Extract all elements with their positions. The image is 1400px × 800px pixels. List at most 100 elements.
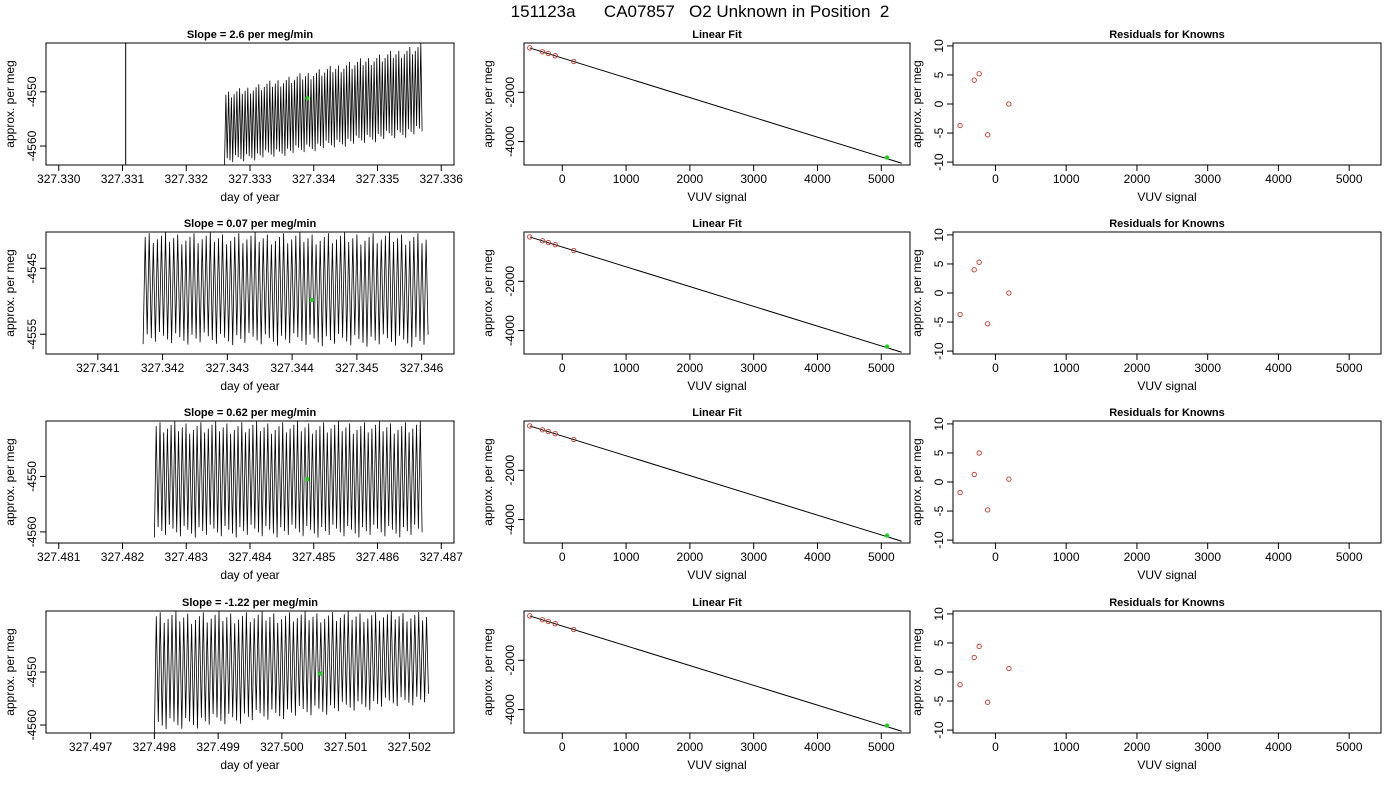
y-axis-label: approx. per meg xyxy=(3,249,17,336)
x-tick-label: 5000 xyxy=(1336,550,1363,564)
x-tick-label: 327.501 xyxy=(324,740,368,754)
y-tick-label: 10 xyxy=(932,417,946,431)
x-tick-label: 1000 xyxy=(1053,740,1080,754)
panel-title: Slope = 2.6 per meg/min xyxy=(187,29,314,41)
x-tick-label: 4000 xyxy=(804,550,831,564)
x-axis-label: VUV signal xyxy=(1137,379,1196,393)
x-tick-label: 327.485 xyxy=(292,550,336,564)
known-point xyxy=(545,428,551,435)
residual-point xyxy=(971,654,977,661)
panel-fit-row-4: Linear Fit VUV signal approx. per meg 0 1000… xyxy=(481,597,911,772)
y-tick-label: -4560 xyxy=(25,516,39,547)
y-tick-label: 5 xyxy=(932,639,946,646)
y-tick-label: 5 xyxy=(932,71,946,78)
panel-trace-row-2: Slope = 0.07 per meg/min day of year appro… xyxy=(3,218,455,393)
x-tick-label: 2000 xyxy=(1124,740,1151,754)
data-layer xyxy=(125,43,423,165)
panel-title: Linear Fit xyxy=(692,407,742,419)
plot-frame xyxy=(45,231,455,355)
x-tick-label: 4000 xyxy=(1265,172,1292,186)
known-point xyxy=(552,53,558,59)
x-tick-label: 327.498 xyxy=(133,740,177,754)
x-tick-label: 1000 xyxy=(1053,361,1080,375)
residual-point xyxy=(985,699,991,705)
residual-point xyxy=(985,132,991,138)
x-tick-label: 4000 xyxy=(804,172,831,186)
y-axis-label: approx. per meg xyxy=(481,60,495,147)
x-tick-label: 327.346 xyxy=(400,361,444,375)
fit-line xyxy=(529,425,902,542)
signal-trace xyxy=(224,43,423,165)
y-tick-label: -4560 xyxy=(25,130,39,161)
residual-point xyxy=(971,267,977,273)
y-tick-label: -2000 xyxy=(503,77,517,108)
x-tick-label: 4000 xyxy=(1265,740,1292,754)
residual-point xyxy=(1006,476,1012,482)
y-tick-label: 0 xyxy=(932,289,946,296)
panel-residuals-row-2: Residuals for Knowns VUV signal approx. pe… xyxy=(910,218,1382,393)
x-axis-label: day of year xyxy=(220,379,279,393)
panel-title: Residuals for Knowns xyxy=(1109,218,1225,230)
y-axis-label: approx. per meg xyxy=(910,60,924,147)
x-tick-label: 0 xyxy=(559,740,566,754)
y-tick-label: -4550 xyxy=(25,656,39,687)
data-layer xyxy=(957,450,1012,513)
data-layer xyxy=(527,234,902,353)
y-tick-label: -10 xyxy=(932,153,946,171)
x-tick-label: 5000 xyxy=(1336,361,1363,375)
y-tick-label: -10 xyxy=(932,721,946,739)
x-tick-label: 327.502 xyxy=(388,740,432,754)
fit-line xyxy=(529,47,902,164)
known-point xyxy=(539,238,546,244)
x-tick-label: 327.500 xyxy=(260,740,304,754)
x-tick-label: 3000 xyxy=(1194,740,1221,754)
x-tick-label: 3000 xyxy=(740,361,767,375)
y-tick-label: -2000 xyxy=(503,455,517,486)
y-tick-label: 5 xyxy=(932,260,946,267)
y-tick-label: 0 xyxy=(932,478,946,485)
x-tick-label: 327.331 xyxy=(101,172,145,186)
residual-point xyxy=(976,71,982,77)
y-tick-label: -5 xyxy=(932,695,946,706)
x-tick-label: 5000 xyxy=(1336,740,1363,754)
panel-fit-row-1: Linear Fit VUV signal approx. per meg 0 1000… xyxy=(481,29,911,204)
x-tick-label: 3000 xyxy=(1194,361,1221,375)
x-tick-label: 4000 xyxy=(1265,361,1292,375)
y-axis-label: approx. per meg xyxy=(910,249,924,336)
x-tick-label: 327.336 xyxy=(420,172,464,186)
plot-frame xyxy=(952,231,1382,355)
known-point xyxy=(571,626,577,633)
panel-title: Linear Fit xyxy=(692,29,742,41)
known-point xyxy=(545,239,551,246)
signal-trace xyxy=(142,232,429,348)
x-tick-label: 2000 xyxy=(1124,361,1151,375)
y-tick-label: 5 xyxy=(932,449,946,456)
y-axis-label: approx. per meg xyxy=(481,249,495,336)
y-axis-label: approx. per meg xyxy=(3,438,17,525)
data-layer xyxy=(957,643,1012,705)
data-layer xyxy=(527,45,902,164)
x-tick-label: 5000 xyxy=(868,550,895,564)
y-axis-label: approx. per meg xyxy=(910,628,924,715)
x-axis-label: VUV signal xyxy=(687,758,746,772)
panel-trace-row-1: Slope = 2.6 per meg/min day of year approx… xyxy=(3,29,463,204)
y-tick-label: 0 xyxy=(932,100,946,107)
x-tick-label: 327.483 xyxy=(165,550,209,564)
x-tick-label: 327.497 xyxy=(69,740,113,754)
plot-frame xyxy=(523,610,911,734)
panel-title: Slope = 0.07 per meg/min xyxy=(184,218,317,230)
plot-frame xyxy=(523,231,911,355)
unknown-mean-point xyxy=(309,297,314,303)
y-tick-label: -4000 xyxy=(503,126,517,157)
fit-line xyxy=(529,236,902,353)
x-axis-label: VUV signal xyxy=(687,568,746,582)
y-tick-label: -10 xyxy=(932,531,946,549)
unknown-point xyxy=(884,155,890,160)
x-tick-label: 0 xyxy=(559,361,566,375)
y-tick-label: 10 xyxy=(932,228,946,242)
panel-residuals-row-1: Residuals for Knowns VUV signal approx. pe… xyxy=(910,29,1382,204)
x-tick-label: 327.334 xyxy=(292,172,336,186)
y-tick-label: -5 xyxy=(932,505,946,516)
y-tick-label: -4555 xyxy=(25,319,39,350)
